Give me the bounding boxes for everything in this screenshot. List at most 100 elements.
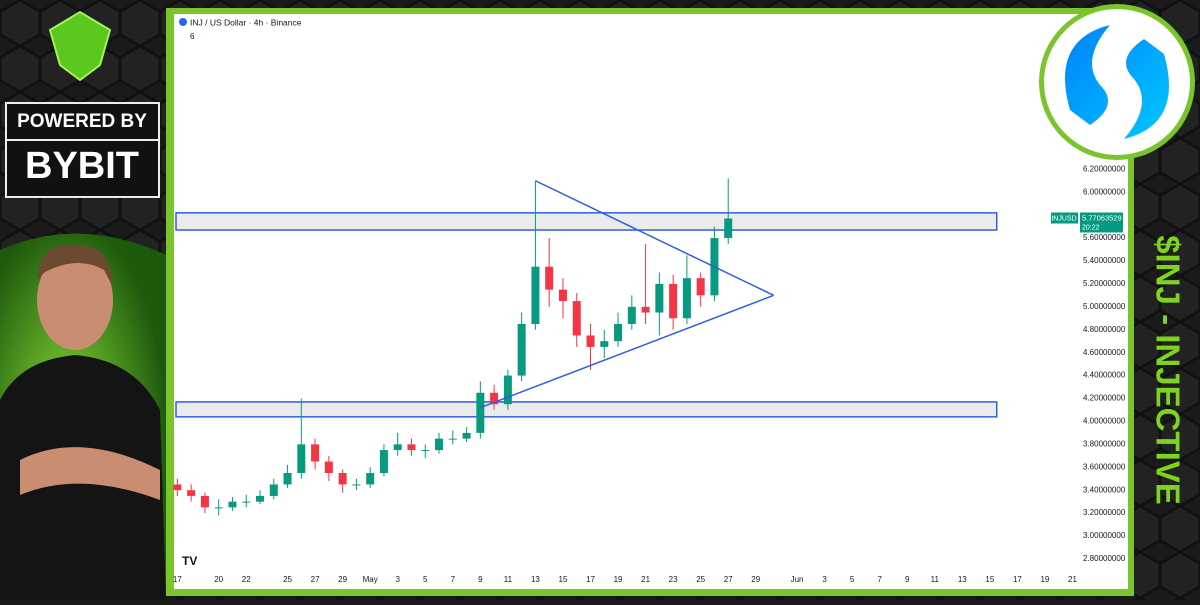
- chart-area: [174, 14, 1128, 589]
- candle-body: [338, 472, 347, 485]
- x-tick-label: 3: [822, 575, 827, 584]
- sponsor-name: BYBIT: [25, 145, 139, 187]
- x-tick-label: 22: [242, 575, 251, 584]
- x-tick-label: 15: [985, 575, 994, 584]
- x-tick-label: 11: [504, 575, 513, 584]
- candle-body: [696, 278, 705, 296]
- x-tick-label: 17: [586, 575, 595, 584]
- y-tick-label: 5.60000000: [1083, 233, 1126, 242]
- candle-body: [490, 392, 499, 405]
- y-tick-label: 3.60000000: [1083, 462, 1126, 471]
- candle-body: [517, 324, 526, 376]
- candle-body: [352, 484, 361, 486]
- trend-line: [480, 294, 774, 409]
- sponsor-box: [5, 102, 160, 198]
- x-tick-label: 13: [531, 575, 540, 584]
- x-tick-label: 29: [338, 575, 347, 584]
- x-tick-label: 11: [931, 575, 940, 584]
- x-tick-label: 29: [751, 575, 760, 584]
- y-tick-label: 6.20000000: [1083, 164, 1126, 173]
- countdown: 20:22: [1082, 224, 1100, 231]
- x-tick-label: 25: [696, 575, 705, 584]
- x-tick-label: 5: [423, 575, 428, 584]
- y-tick-label: 5.00000000: [1083, 302, 1126, 311]
- candle-body: [669, 283, 678, 319]
- zone: [175, 401, 998, 418]
- x-tick-label: 17: [1013, 575, 1022, 584]
- candle-body: [200, 495, 209, 508]
- candle-body: [572, 301, 581, 336]
- chart-title: INJ / US Dollar · 4h · Binance: [190, 17, 302, 27]
- candle-body: [558, 289, 567, 302]
- candle-body: [531, 266, 540, 325]
- candle-body: [462, 432, 471, 439]
- candle-body: [366, 472, 375, 485]
- x-tick-label: 25: [283, 575, 292, 584]
- logo: [48, 10, 112, 82]
- x-tick-label: 21: [641, 575, 650, 584]
- x-tick-label: 9: [478, 575, 483, 584]
- candle-body: [724, 218, 733, 239]
- price-label: 5.77063529: [1082, 213, 1122, 222]
- candle-body: [214, 507, 223, 509]
- powered-by: POWERED BY: [17, 111, 147, 132]
- candle-body: [379, 450, 388, 473]
- candle-body: [242, 501, 251, 503]
- candle-body: [173, 484, 182, 491]
- x-tick-label: 20: [214, 575, 223, 584]
- x-tick-label: 15: [559, 575, 568, 584]
- candle-body: [435, 438, 444, 451]
- inj-mark: [1065, 25, 1169, 139]
- indicator-count: 6: [190, 32, 195, 41]
- candle-body: [614, 324, 623, 342]
- x-tick-label: 9: [905, 575, 910, 584]
- candle-body: [476, 392, 485, 433]
- candle-body: [682, 278, 691, 319]
- tv-logo: TV: [182, 554, 197, 568]
- y-tick-label: 4.60000000: [1083, 348, 1126, 357]
- side-title: $INJ - INJECTIVE: [1149, 235, 1186, 505]
- x-tick-label: 13: [958, 575, 967, 584]
- candle-body: [297, 444, 306, 473]
- x-tick-label: 7: [877, 575, 882, 584]
- x-tick-label: 23: [669, 575, 678, 584]
- candle-body: [586, 335, 595, 347]
- y-tick-label: 3.00000000: [1083, 531, 1126, 540]
- candle-body: [600, 341, 609, 347]
- candle-body: [311, 444, 320, 462]
- y-tick-label: 3.80000000: [1083, 439, 1126, 448]
- x-tick-label: 21: [1068, 575, 1077, 584]
- candle-body: [641, 306, 650, 313]
- y-tick-label: 3.20000000: [1083, 508, 1126, 517]
- x-tick-label: 27: [311, 575, 320, 584]
- x-tick-label: 7: [451, 575, 456, 584]
- x-tick-label: May: [363, 575, 378, 584]
- x-tick-label: Jun: [791, 575, 804, 584]
- candle-body: [545, 266, 554, 290]
- candle-body: [228, 501, 237, 508]
- candle-body: [256, 495, 265, 502]
- candle-body: [421, 450, 430, 452]
- price-label-bg: [1080, 212, 1123, 233]
- x-tick-label: 3: [395, 575, 400, 584]
- symbol-label-bg: [1051, 212, 1078, 224]
- candle-body: [627, 306, 636, 325]
- candle-body: [393, 444, 402, 451]
- person: [0, 244, 166, 600]
- x-tick-label: 19: [1040, 575, 1049, 584]
- candle-body: [269, 484, 278, 496]
- symbol-label: INJUSD: [1051, 215, 1076, 222]
- y-tick-label: 4.80000000: [1083, 325, 1126, 334]
- candle-body: [655, 283, 664, 313]
- y-tick-label: 5.40000000: [1083, 256, 1126, 265]
- y-tick-label: 2.80000000: [1083, 554, 1126, 563]
- y-tick-label: 6.00000000: [1083, 187, 1126, 196]
- x-tick-label: 19: [614, 575, 623, 584]
- zone: [175, 212, 998, 231]
- candle-body: [283, 472, 292, 485]
- y-tick-label: 4.40000000: [1083, 371, 1126, 380]
- y-tick-label: 4.00000000: [1083, 417, 1126, 426]
- candle-body: [503, 375, 512, 405]
